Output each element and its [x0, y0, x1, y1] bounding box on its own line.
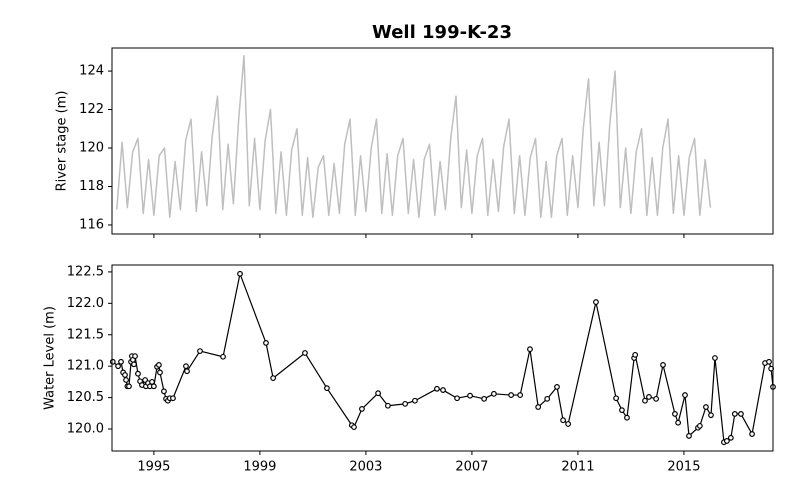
- data-point: [412, 397, 418, 404]
- y-tick-label: 122.0: [67, 296, 104, 311]
- data-point: [642, 397, 648, 404]
- data-point: [150, 383, 157, 390]
- data-point: [122, 372, 128, 378]
- data-point: [170, 395, 176, 402]
- data-point: [454, 395, 460, 402]
- x-tick-label: 1995: [137, 460, 170, 475]
- data-point: [686, 433, 692, 439]
- y-tick-label: 122: [79, 102, 104, 117]
- data-point: [508, 392, 515, 398]
- data-point: [467, 392, 473, 399]
- data-point: [738, 411, 744, 417]
- y-tick-label: 122.5: [67, 264, 104, 279]
- data-line: [116, 54, 712, 219]
- data-point: [554, 384, 560, 390]
- data-point: [157, 369, 163, 376]
- data-point: [527, 346, 533, 353]
- data-point: [402, 400, 409, 407]
- y-axis-label: River stage (m): [55, 91, 70, 192]
- x-tick-label: 2015: [667, 460, 700, 475]
- data-point: [132, 353, 138, 360]
- data-point: [135, 370, 141, 377]
- data-point: [131, 361, 137, 368]
- data-point: [156, 362, 162, 368]
- data-point: [696, 422, 703, 429]
- data-point: [115, 363, 121, 370]
- data-point: [712, 355, 718, 361]
- data-point: [766, 358, 772, 365]
- data-point: [517, 392, 524, 398]
- data-point: [481, 395, 488, 402]
- data-point: [749, 431, 755, 437]
- data-point: [723, 438, 730, 444]
- data-point: [675, 419, 682, 426]
- data-point: [624, 414, 630, 421]
- data-point: [682, 392, 688, 398]
- data-point: [434, 385, 440, 392]
- data-point: [491, 390, 497, 397]
- x-tick-label: 2003: [349, 460, 382, 475]
- data-point: [359, 405, 365, 412]
- data-point: [302, 350, 308, 356]
- data-point: [440, 387, 446, 393]
- data-point: [324, 385, 330, 392]
- figure-title: Well 199-K-23: [372, 22, 512, 43]
- data-point: [727, 434, 734, 441]
- data-point: [118, 358, 124, 365]
- data-point: [183, 363, 189, 370]
- plot-frame: [111, 47, 774, 235]
- y-tick-label: 121.5: [67, 327, 104, 342]
- data-point: [619, 407, 625, 414]
- y-tick-label: 120.0: [67, 422, 104, 437]
- y-tick-label: 118: [79, 179, 104, 194]
- data-point: [544, 395, 551, 402]
- data-point: [385, 402, 391, 409]
- plot-frame: [111, 264, 774, 452]
- y-tick-label: 120.5: [67, 390, 104, 405]
- data-point: [560, 417, 566, 424]
- data-point: [109, 358, 116, 365]
- data-point: [237, 270, 243, 277]
- data-point: [660, 362, 666, 368]
- data-point: [653, 395, 660, 402]
- data-point: [708, 412, 714, 419]
- x-tick-label: 2007: [455, 460, 488, 475]
- data-point: [197, 348, 203, 354]
- y-tick-label: 120: [79, 141, 104, 156]
- data-point: [161, 388, 167, 395]
- data-point: [672, 411, 678, 417]
- data-point: [731, 411, 738, 417]
- data-point: [375, 390, 381, 397]
- y-tick-label: 116: [79, 217, 104, 232]
- data-point: [184, 368, 190, 375]
- y-tick-label: 121.0: [67, 359, 104, 374]
- data-point: [565, 421, 572, 427]
- data-point: [263, 340, 269, 346]
- data-line: [112, 273, 774, 443]
- data-point: [123, 377, 129, 383]
- data-point: [593, 299, 599, 305]
- data-point: [351, 424, 357, 431]
- data-point: [535, 404, 542, 410]
- data-point: [646, 394, 652, 400]
- data-point: [220, 353, 226, 360]
- data-point: [703, 404, 709, 410]
- data-point: [613, 395, 619, 402]
- y-tick-label: 124: [79, 64, 104, 79]
- y-axis-label: Water Level (m): [43, 306, 58, 410]
- x-tick-label: 1999: [243, 460, 276, 475]
- data-point: [126, 383, 132, 390]
- data-point: [270, 375, 277, 382]
- x-tick-label: 2011: [561, 460, 594, 475]
- data-point: [632, 351, 639, 358]
